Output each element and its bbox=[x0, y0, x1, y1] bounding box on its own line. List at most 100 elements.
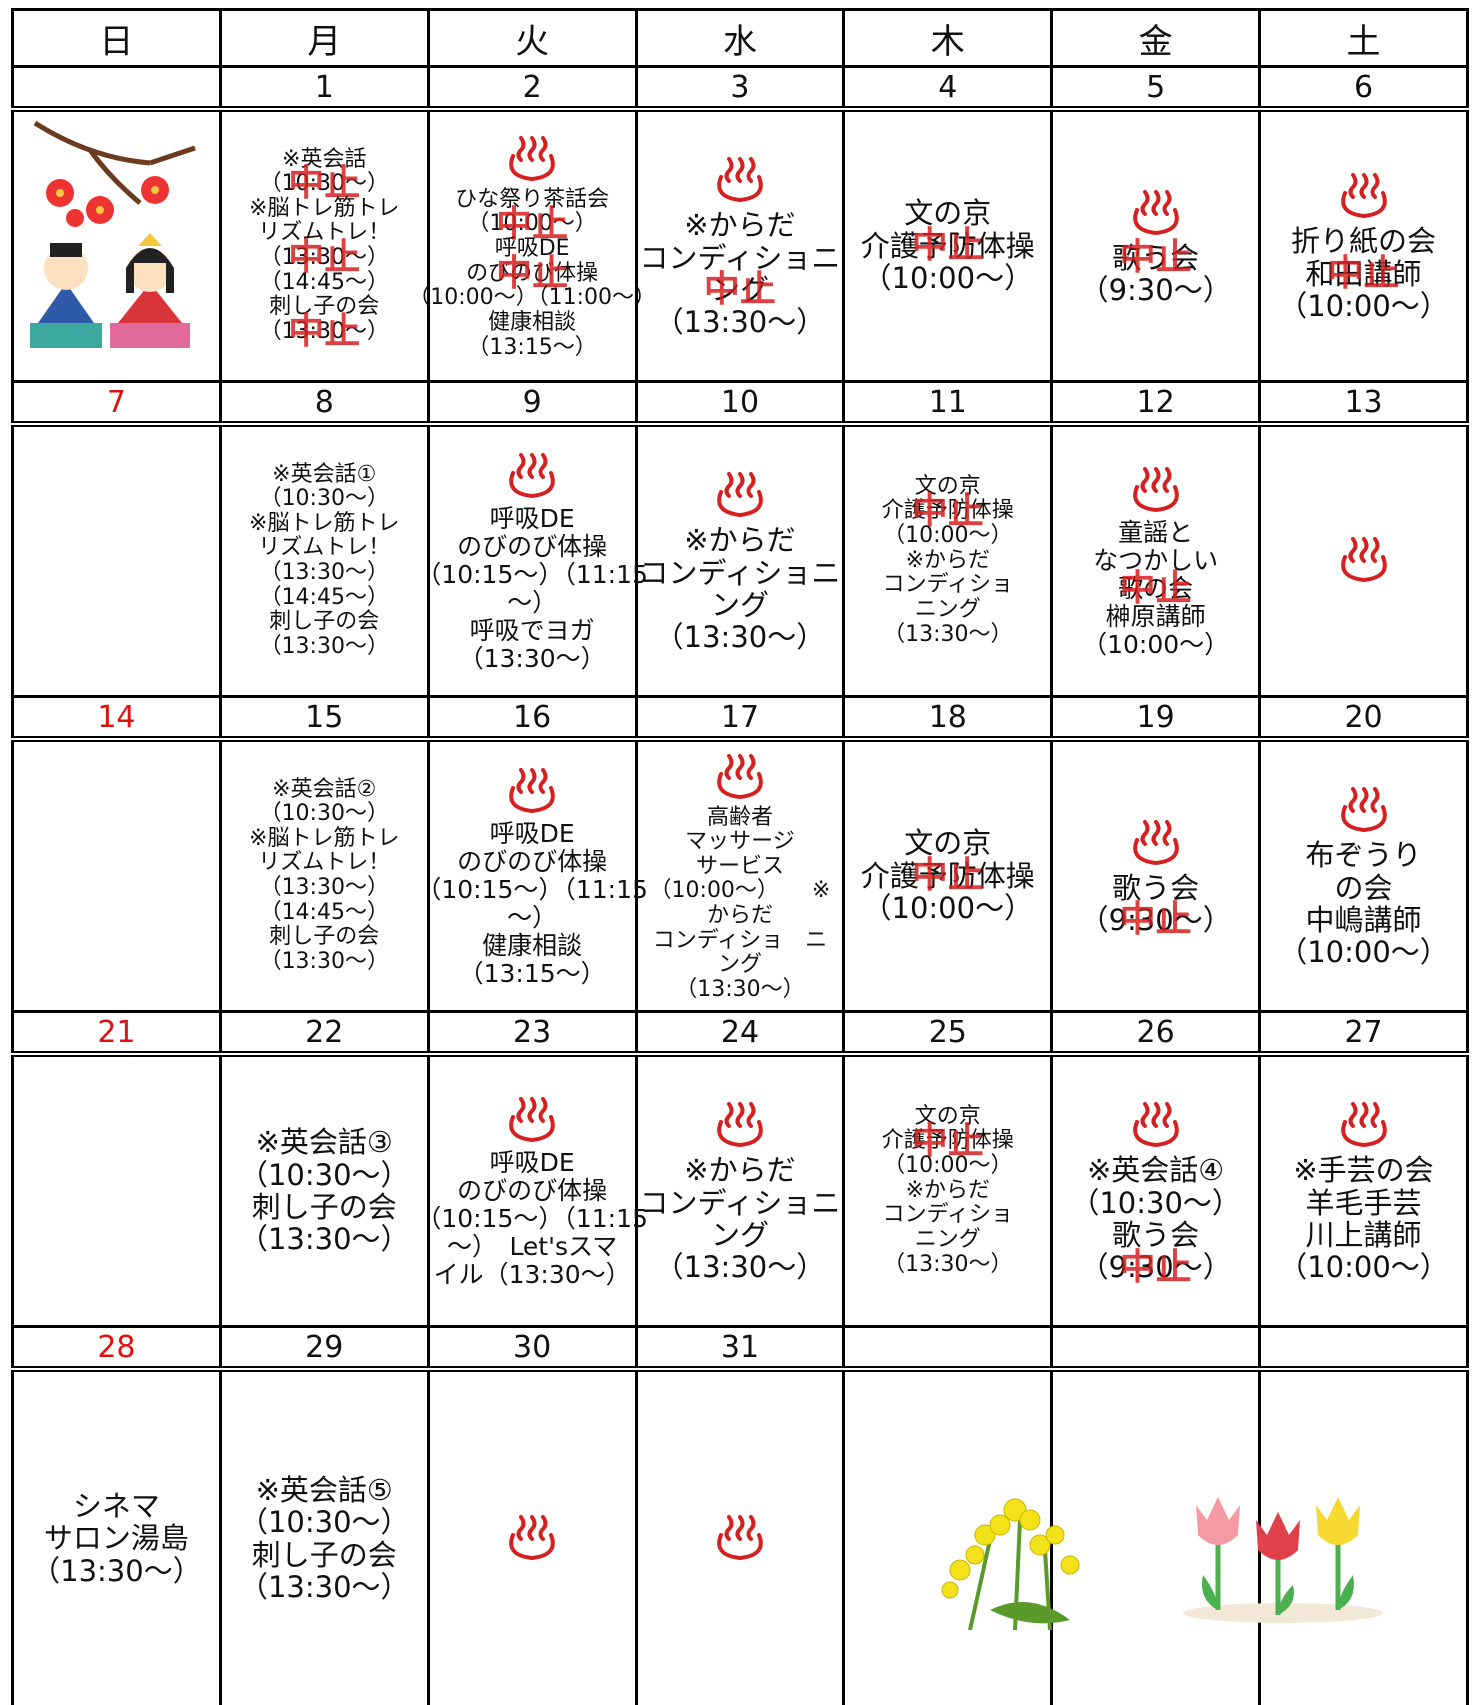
event-line: 和田講師 中止 bbox=[1306, 253, 1422, 294]
event-text: （10:00～） bbox=[1278, 935, 1449, 970]
event-cell: シネマ サロン湯島 （13:30～） bbox=[11, 1367, 222, 1705]
event-text: （13:30～） bbox=[259, 560, 389, 585]
event-line: のびのび体操 中止 bbox=[466, 253, 598, 294]
date-cell bbox=[1258, 1325, 1469, 1372]
event-line: ※手芸の会 bbox=[1293, 1154, 1433, 1186]
event-text: ニング bbox=[914, 596, 981, 622]
cancel-stamp: 中止 bbox=[1119, 899, 1192, 941]
event-text: 介護予防体操 bbox=[860, 228, 1035, 263]
cancel-stamp: 中止 bbox=[703, 269, 776, 311]
event-line: シネマ bbox=[73, 1490, 160, 1522]
event-line: （10:15～）（11:15 bbox=[416, 1205, 648, 1233]
event-line: （10:30～） bbox=[238, 1157, 410, 1192]
event-text: （10:00～） bbox=[1278, 289, 1449, 324]
event-line: 健康相談 bbox=[482, 932, 582, 960]
event-line: 折り紙の会 bbox=[1291, 225, 1436, 257]
event-text: からだ bbox=[706, 903, 773, 928]
event-cell: ※英会話① （10:30～） ※脳トレ筋トレ リズムトレ！ （13:30～） （14:45… bbox=[218, 422, 430, 698]
date-cell: 22 bbox=[218, 1010, 430, 1057]
event-text: 文の京 bbox=[914, 1103, 981, 1129]
event-cell: 文の京 介護予防体操 中止 （10:00～） bbox=[842, 107, 1054, 383]
date-row: 7 8 9 10 11 12 13 bbox=[11, 380, 1469, 427]
event-line: ※からだ bbox=[684, 524, 795, 556]
event-line: （13:30～） bbox=[655, 306, 826, 338]
event-line: （13:30～） bbox=[883, 622, 1012, 648]
event-text: リズムトレ！ bbox=[258, 535, 391, 561]
date-cell: 25 bbox=[842, 1010, 1054, 1057]
onsen-icon bbox=[509, 768, 555, 814]
event-line: 歌う会 bbox=[1112, 1219, 1199, 1251]
event-line: ング bbox=[711, 1219, 769, 1251]
event-line: 健康相談 bbox=[488, 309, 577, 336]
event-line: （13:30～） bbox=[459, 645, 606, 673]
event-cell bbox=[426, 1367, 638, 1705]
onsen-icon bbox=[1132, 467, 1179, 513]
event-cell bbox=[634, 1367, 846, 1705]
event-line: コンディショニ bbox=[639, 1186, 840, 1219]
event-text: （13:30～） bbox=[259, 633, 389, 659]
event-text: （10:30～） bbox=[259, 801, 389, 827]
event-line: （10:15～）（11:15 bbox=[416, 876, 648, 904]
event-line: 呼吸DE bbox=[490, 505, 575, 533]
event-line: （10:30～） bbox=[259, 486, 389, 512]
event-line: （10:30～） bbox=[1070, 1186, 1241, 1219]
event-text: 川上講師 bbox=[1305, 1218, 1422, 1252]
event-line: ～） Let'sスマ bbox=[447, 1233, 617, 1261]
event-cell: ※英会話⑤ （10:30～） 刺し子の会 （13:30～） bbox=[218, 1367, 430, 1705]
date-row: 14 15 16 17 18 19 20 bbox=[11, 695, 1469, 742]
event-line: （9:30～） 中止 bbox=[1080, 1247, 1232, 1288]
event-line: ※からだ bbox=[684, 209, 795, 241]
event-text: （13:30～） bbox=[458, 644, 606, 673]
onsen-icon bbox=[717, 753, 763, 799]
event-line: ング bbox=[718, 952, 762, 978]
event-line: のびのび体操 bbox=[457, 533, 607, 561]
event-cell: 折り紙の会 和田講師 中止 （10:00～） bbox=[1258, 107, 1469, 383]
event-row: シネマ サロン湯島 （13:30～） ※英会話⑤ （10:30～） 刺し子の会 （13:30… bbox=[11, 1367, 1469, 1705]
event-content: ※手芸の会 羊毛手芸 川上講師 （10:00～） bbox=[1261, 1057, 1466, 1325]
event-text: 健康相談 bbox=[488, 309, 577, 335]
event-text: （10:30～） bbox=[238, 1157, 410, 1192]
cancel-stamp: 中止 bbox=[1119, 1246, 1192, 1288]
event-cell: 文の京 介護予防体操 中止 （10:00～） ※からだ コンディショ ニング （13:30～） bbox=[842, 422, 1054, 698]
event-text: 文の京 bbox=[904, 826, 992, 861]
event-line: （10:00～） 中止 bbox=[467, 204, 596, 245]
event-content: ※からだ コンディショニ ング （13:30～） bbox=[638, 427, 843, 695]
event-line: マッサージ bbox=[685, 829, 795, 855]
event-text: （13:30～） bbox=[259, 948, 389, 974]
event-line: （13:30～） bbox=[239, 1223, 410, 1255]
event-content: 童謡と なつかしい 歌の会 中止 榊原講師 （10:00～） bbox=[1053, 427, 1258, 695]
event-text: （14:45～） bbox=[259, 584, 389, 610]
cancel-stamp: 中止 bbox=[911, 854, 984, 896]
event-text: （10:30～） bbox=[238, 1505, 410, 1540]
onsen-icon bbox=[1132, 189, 1179, 235]
event-content: 折り紙の会 和田講師 中止 （10:00～） bbox=[1261, 112, 1466, 380]
event-cell: ※からだ コンディショニ ング 中止 （13:30～） bbox=[634, 107, 846, 383]
cancel-stamp: 中止 bbox=[288, 163, 361, 205]
event-line: （13:30～） bbox=[259, 633, 389, 660]
event-content: 布ぞうり の会 中嶋講師 （10:00～） bbox=[1261, 742, 1466, 1010]
event-text: 呼吸DE bbox=[489, 819, 575, 848]
event-text: （10:30～） bbox=[259, 486, 389, 512]
date-cell: 18 bbox=[842, 695, 1054, 742]
event-line: コンディショ ニ bbox=[653, 928, 827, 954]
cancel-stamp: 中止 bbox=[288, 311, 361, 353]
event-line: （9:30～） 中止 bbox=[1080, 899, 1232, 940]
event-text: （13:30～） bbox=[259, 245, 389, 270]
event-text: 折り紙の会 bbox=[1291, 224, 1437, 259]
weekday: 日 bbox=[11, 8, 222, 68]
event-text: 中嶋講師 bbox=[1305, 903, 1422, 937]
event-text: （10:00～） bbox=[883, 523, 1013, 549]
event-line: リズムトレ！ bbox=[258, 536, 390, 561]
event-text: （10:30～） bbox=[259, 171, 389, 197]
event-text: 童謡と bbox=[1118, 518, 1194, 547]
date-cell: 16 bbox=[426, 695, 638, 742]
event-line: 歌う会 bbox=[1112, 870, 1200, 905]
event-text: ※からだ bbox=[905, 547, 991, 573]
event-text: （10:00～） bbox=[862, 891, 1034, 926]
event-text: 歌う会 bbox=[1112, 870, 1200, 905]
event-line: 歌う会 中止 bbox=[1112, 237, 1199, 278]
event-line: （10:00～） bbox=[1278, 1251, 1449, 1283]
event-line: 中嶋講師 bbox=[1306, 904, 1422, 936]
event-cell: 童謡と なつかしい 歌の会 中止 榊原講師 （10:00～） bbox=[1050, 422, 1262, 698]
event-line: 榊原講師 bbox=[1106, 603, 1206, 631]
